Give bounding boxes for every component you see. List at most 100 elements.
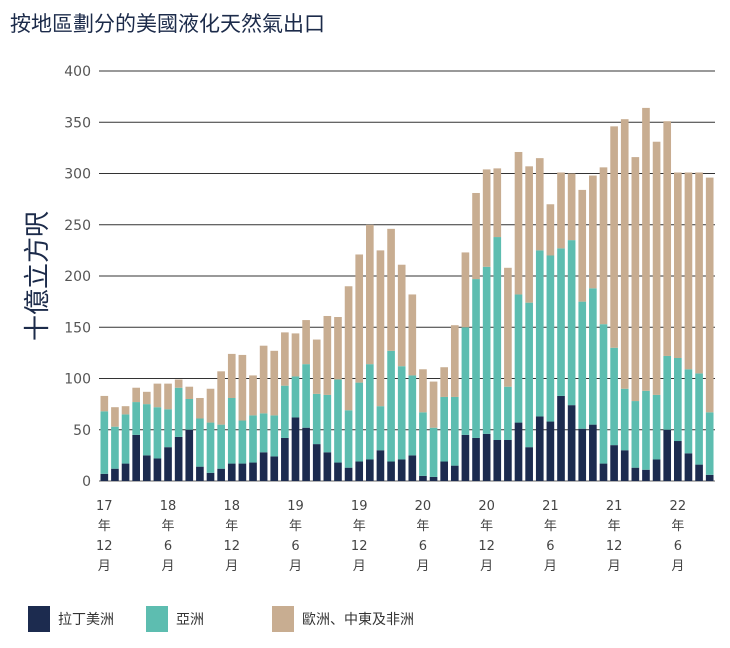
y-tick-label: 200	[64, 269, 91, 285]
bar-segment-emea	[111, 407, 119, 427]
bar-segment-asia	[652, 394, 661, 460]
y-tick-label: 400	[64, 64, 91, 80]
bar-segment-asia	[366, 364, 374, 460]
chart-title: 按地區劃分的美國液化天然氣出口	[10, 12, 325, 36]
bar-segment-emea	[227, 353, 236, 398]
bar-segment-emea	[153, 383, 162, 408]
bar-segment-latin-america	[355, 461, 364, 481]
bar-segment-asia	[323, 394, 332, 453]
y-tick-label: 0	[82, 474, 91, 490]
bar-segment-asia	[291, 376, 300, 418]
bar-segment-latin-america	[196, 466, 204, 481]
bar-segment-latin-america	[429, 476, 438, 481]
bar-segment-emea	[142, 391, 151, 405]
bar-segment-latin-america	[206, 472, 215, 481]
bar-segment-asia	[461, 327, 470, 435]
bar-segment-emea	[663, 121, 672, 356]
bar-segment-latin-america	[259, 452, 268, 481]
bar-segment-asia	[546, 255, 555, 422]
bar-segment-latin-america	[174, 436, 183, 481]
bar-segment-emea	[525, 166, 533, 303]
bar-segment-latin-america	[472, 437, 480, 481]
bar-segment-asia	[631, 401, 640, 468]
x-axis-ticks: 17 年 12 月 18 年 6 月 18 年 12 月 19 年 6 月 19 年 12 月 20 年 6 月 20 年 12 月 2…	[96, 499, 686, 574]
legend-swatch-emea	[272, 606, 294, 632]
bar-segment-asia	[429, 427, 438, 477]
bar-segment-asia	[589, 288, 597, 425]
bar-segment-emea	[387, 228, 395, 351]
bar-segment-latin-america	[493, 440, 502, 481]
x-tick-label: 21 年 12 月	[606, 499, 623, 574]
bar-segment-latin-america	[153, 458, 162, 481]
bar-segment-latin-america	[312, 444, 321, 481]
bar-segment-asia	[185, 399, 194, 430]
bar-segment-emea	[238, 354, 247, 421]
bar-segment-latin-america	[121, 463, 130, 481]
x-tick-label: 21 年 6 月	[542, 499, 559, 574]
bar-segment-latin-america	[514, 422, 523, 481]
bar-segment-latin-america	[142, 455, 151, 482]
bar-segment-asia	[642, 390, 650, 470]
bar-segment-emea	[355, 254, 364, 383]
bar-segment-latin-america	[610, 445, 618, 482]
bar-segment-emea	[610, 126, 618, 348]
bar-segment-emea	[450, 325, 459, 397]
bar-segment-emea	[599, 167, 608, 325]
bar-segment-asia	[620, 388, 629, 451]
bar-segment-emea	[217, 371, 225, 425]
bar-segment-emea	[631, 157, 640, 402]
bar-segment-latin-america	[589, 424, 597, 482]
bar-segment-latin-america	[461, 434, 470, 482]
bar-segment-latin-america	[408, 455, 417, 482]
stacked-bar-chart: 0 50 100 150 200 250 300 350 400 17 年 12 月 18 年 6 月 18 年 1…	[23, 64, 715, 574]
bar-segment-latin-america	[525, 447, 533, 481]
bar-segment-emea	[206, 388, 215, 423]
bar-segment-emea	[493, 168, 502, 238]
bar-segment-emea	[323, 315, 332, 395]
bar-segment-emea	[397, 264, 406, 367]
bar-segment-asia	[525, 302, 533, 448]
bar-segment-latin-america	[440, 461, 448, 481]
bar-segment-asia	[132, 402, 140, 435]
bar-segment-emea	[270, 350, 279, 416]
y-tick-label: 50	[73, 423, 91, 439]
bar-segment-emea	[429, 381, 438, 428]
bar-segment-asia	[599, 324, 608, 464]
bar-segment-latin-america	[482, 433, 491, 481]
bar-segment-emea	[567, 173, 576, 241]
y-tick-label: 300	[64, 167, 91, 183]
bar-segment-latin-america	[281, 437, 289, 481]
bar-segment-asia	[355, 382, 364, 462]
bar-segment-emea	[174, 379, 183, 388]
bar-segment-asia	[174, 387, 183, 437]
bar-segment-emea	[281, 332, 289, 386]
bar-segment-latin-america	[620, 450, 629, 481]
bar-segment-emea	[440, 367, 448, 397]
bar-segment-emea	[291, 333, 300, 377]
bar-segment-emea	[344, 286, 353, 411]
bar-segment-emea	[705, 177, 714, 413]
bar-segment-asia	[227, 397, 236, 464]
bar-segment-asia	[281, 385, 289, 438]
bar-segment-emea	[482, 169, 491, 267]
bar-segment-latin-america	[535, 416, 544, 481]
bar-segment-latin-america	[578, 428, 587, 481]
bar-segment-latin-america	[217, 468, 225, 481]
bar-segment-emea	[185, 386, 194, 399]
y-tick-label: 350	[64, 115, 91, 131]
legend-item-latin-america: 拉丁美洲	[28, 606, 146, 632]
legend: 拉丁美洲 亞洲 歐洲、中東及非洲	[28, 606, 414, 632]
bar-segment-latin-america	[695, 464, 703, 481]
bar-segment-asia	[504, 386, 512, 440]
bar-segment-latin-america	[705, 474, 714, 481]
bar-segment-latin-america	[302, 427, 310, 481]
bar-segment-emea	[121, 406, 130, 415]
bar-segment-emea	[196, 397, 204, 419]
bar-segment-emea	[620, 119, 629, 389]
bar-segment-asia	[493, 237, 502, 440]
bar-segment-asia	[164, 409, 172, 448]
x-tick-label: 18 年 6 月	[160, 499, 177, 574]
x-tick-label: 19 年 12 月	[351, 499, 368, 574]
bar-segment-emea	[408, 294, 417, 376]
bar-segment-latin-america	[504, 440, 512, 481]
